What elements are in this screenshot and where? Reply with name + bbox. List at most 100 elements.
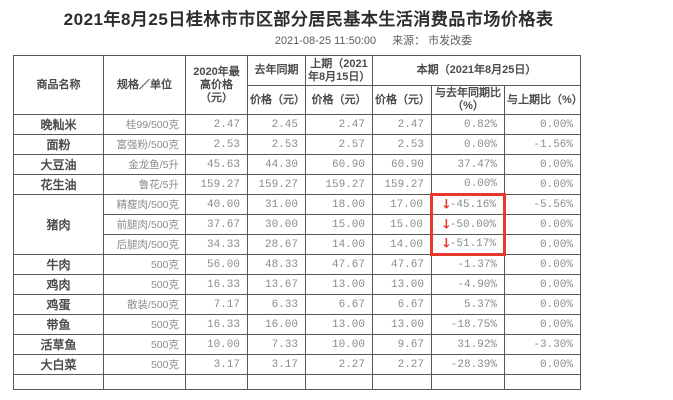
current-price-cell: 6.67 [372,294,432,315]
pop-change-cell: 0.00% [504,354,581,375]
last-year-price-cell: 7.33 [247,334,306,355]
pop-change-cell: -3.30% [504,334,581,355]
prev-period-price-cell: 2.57 [305,134,373,155]
product-name-cell: 花生油 [13,174,104,195]
prev-period-price-cell: 13.00 [305,314,373,335]
table-row: 晚籼米 桂99/500克 2.47 2.45 2.47 2.47 0.82% 0.00% [13,114,581,135]
prev-period-price-cell: 47.67 [305,254,373,275]
col-prev-group-header: 上期（2021年8月15日） [305,55,373,86]
table-row: 鸡肉 500克 16.33 13.67 13.00 13.00 -4.90% 0.00% [13,274,581,295]
yoy-change-cell: -28.39% [431,354,505,375]
max-2020-price-cell: 34.33 [185,234,248,255]
spec-cell: 500克 [103,254,186,275]
last-year-price-cell: 2.45 [247,114,306,135]
table-row: 面粉 富强粉/500克 2.53 2.53 2.57 2.53 0.00% -1.56% [13,134,581,155]
table-row: 猪肉 精瘦肉/500克 40.00 31.00 18.00 17.00 ↓ -45.16% -5… [13,193,581,255]
last-year-price-cell: 2.53 [247,134,306,155]
current-price-cell: 13.00 [372,314,432,335]
pop-change-cell: 0.00% [504,214,581,235]
meta-line: 2021-08-25 11:50:00 来源： 市发改委 [37,34,673,48]
spec-cell: 散装/500克 [103,294,186,315]
table-row: 带鱼 500克 16.33 16.00 13.00 13.00 -18.75% 0.00% [13,314,581,335]
empty-cell [305,374,373,390]
spec-cell: 鲁花/5升 [103,174,186,195]
col-lastyear-group-header: 去年同期 [247,55,306,86]
current-price-cell: 13.00 [372,274,432,295]
spec-cell: 500克 [103,334,186,355]
spec-cell: 富强粉/500克 [103,134,186,155]
max-2020-price-cell: 37.67 [185,214,248,235]
spec-cell: 金龙鱼/5升 [103,154,186,175]
product-name-cell: 猪肉 [13,194,104,255]
yoy-change-cell: 0.00% [431,174,505,195]
last-year-price-cell: 28.67 [247,234,306,255]
pop-change-cell: 0.00% [504,174,581,195]
last-year-price-cell: 16.00 [247,314,306,335]
max-2020-price-cell: 7.17 [185,294,248,315]
price-table-header: 商品名称 规格／单位 2020年最高价格（元） 去年同期 上期（2021年8月1… [13,55,581,115]
max-2020-price-cell: 16.33 [185,314,248,335]
current-price-cell: 2.53 [372,134,432,155]
yoy-change-cell: -18.75% [431,314,505,335]
col-current-group-header: 本期（2021年8月25日） [372,55,581,86]
max-2020-price-cell: 40.00 [185,194,248,215]
product-name-cell: 大豆油 [13,154,104,175]
yoy-change-cell: ↓ -51.17% [430,234,506,256]
prev-period-price-cell: 13.00 [305,274,373,295]
product-name-cell: 牛肉 [13,254,104,275]
max-2020-price-cell: 16.33 [185,274,248,295]
table-row: 鸡蛋 散装/500克 7.17 6.33 6.67 6.67 5.37% 0.00% [13,294,581,315]
source-label: 来源： 市发改委 [392,35,473,47]
last-year-price-cell: 6.33 [247,294,306,315]
empty-cell [247,374,306,390]
product-name-cell: 鸡蛋 [13,294,104,315]
last-year-price-cell: 13.67 [247,274,306,295]
table-row: 活草鱼 500克 10.00 7.33 10.00 9.67 31.92% -3.30% [13,334,581,355]
yoy-change-cell: 0.82% [431,114,505,135]
publish-timestamp: 2021-08-25 11:50:00 [274,35,377,47]
last-year-price-cell: 30.00 [247,214,306,235]
last-year-price-cell: 159.27 [247,174,306,195]
prev-period-price-cell: 2.27 [305,354,373,375]
yoy-change-cell: 0.00% [431,134,505,155]
pop-change-cell: 0.00% [504,154,581,175]
current-price-cell: 9.67 [372,334,432,355]
yoy-change-cell: ↓ -50.00% [430,214,506,235]
current-price-cell: 60.90 [372,154,432,175]
prev-period-price-cell: 10.00 [305,334,373,355]
spec-cell: 500克 [103,274,186,295]
empty-cell [185,374,248,390]
current-price-cell: 17.00 [372,194,432,215]
table-row: 大豆油 金龙鱼/5升 45.63 44.30 60.90 60.90 37.47% 0.00% [13,154,581,175]
pop-change-cell: 0.00% [504,314,581,335]
max-2020-price-cell: 2.47 [185,114,248,135]
page: 2021年8月25日桂林市市区部分居民基本生活消费品市场价格表 2021-08-… [13,10,673,390]
current-price-cell: 2.47 [372,114,432,135]
col-max2020-header: 2020年最高价格（元） [185,55,248,115]
empty-cell [504,374,581,390]
down-arrow-icon: ↓ [441,236,452,252]
col-current-price-header: 价格（元） [372,85,432,115]
current-price-cell: 47.67 [372,254,432,275]
pop-change-cell: -1.56% [504,134,581,155]
last-year-price-cell: 44.30 [247,154,306,175]
pop-change-cell: 0.00% [504,274,581,295]
last-year-price-cell: 48.33 [247,254,306,275]
product-name-cell: 面粉 [13,134,104,155]
spec-cell: 桂99/500克 [103,114,186,135]
max-2020-price-cell: 45.63 [185,154,248,175]
table-row: 花生油 鲁花/5升 159.27 159.27 159.27 159.27 0.00% 0.0… [13,174,581,195]
yoy-change-cell: 5.37% [431,294,505,315]
prev-period-price-cell: 60.90 [305,154,373,175]
table-row: 大白菜 500克 3.17 3.17 2.27 2.27 -28.39% 0.00% [13,354,581,375]
prev-period-price-cell: 6.67 [305,294,373,315]
last-year-price-cell: 31.00 [247,194,306,215]
max-2020-price-cell: 2.53 [185,134,248,155]
price-table-body: 晚籼米 桂99/500克 2.47 2.45 2.47 2.47 0.82% 0.00% 面粉富… [13,114,581,390]
max-2020-price-cell: 10.00 [185,334,248,355]
pop-change-cell: -5.56% [504,194,581,215]
pop-change-cell: 0.00% [504,254,581,275]
pop-change-cell: 0.00% [504,294,581,315]
current-price-cell: 2.27 [372,354,432,375]
prev-period-price-cell: 159.27 [305,174,373,195]
